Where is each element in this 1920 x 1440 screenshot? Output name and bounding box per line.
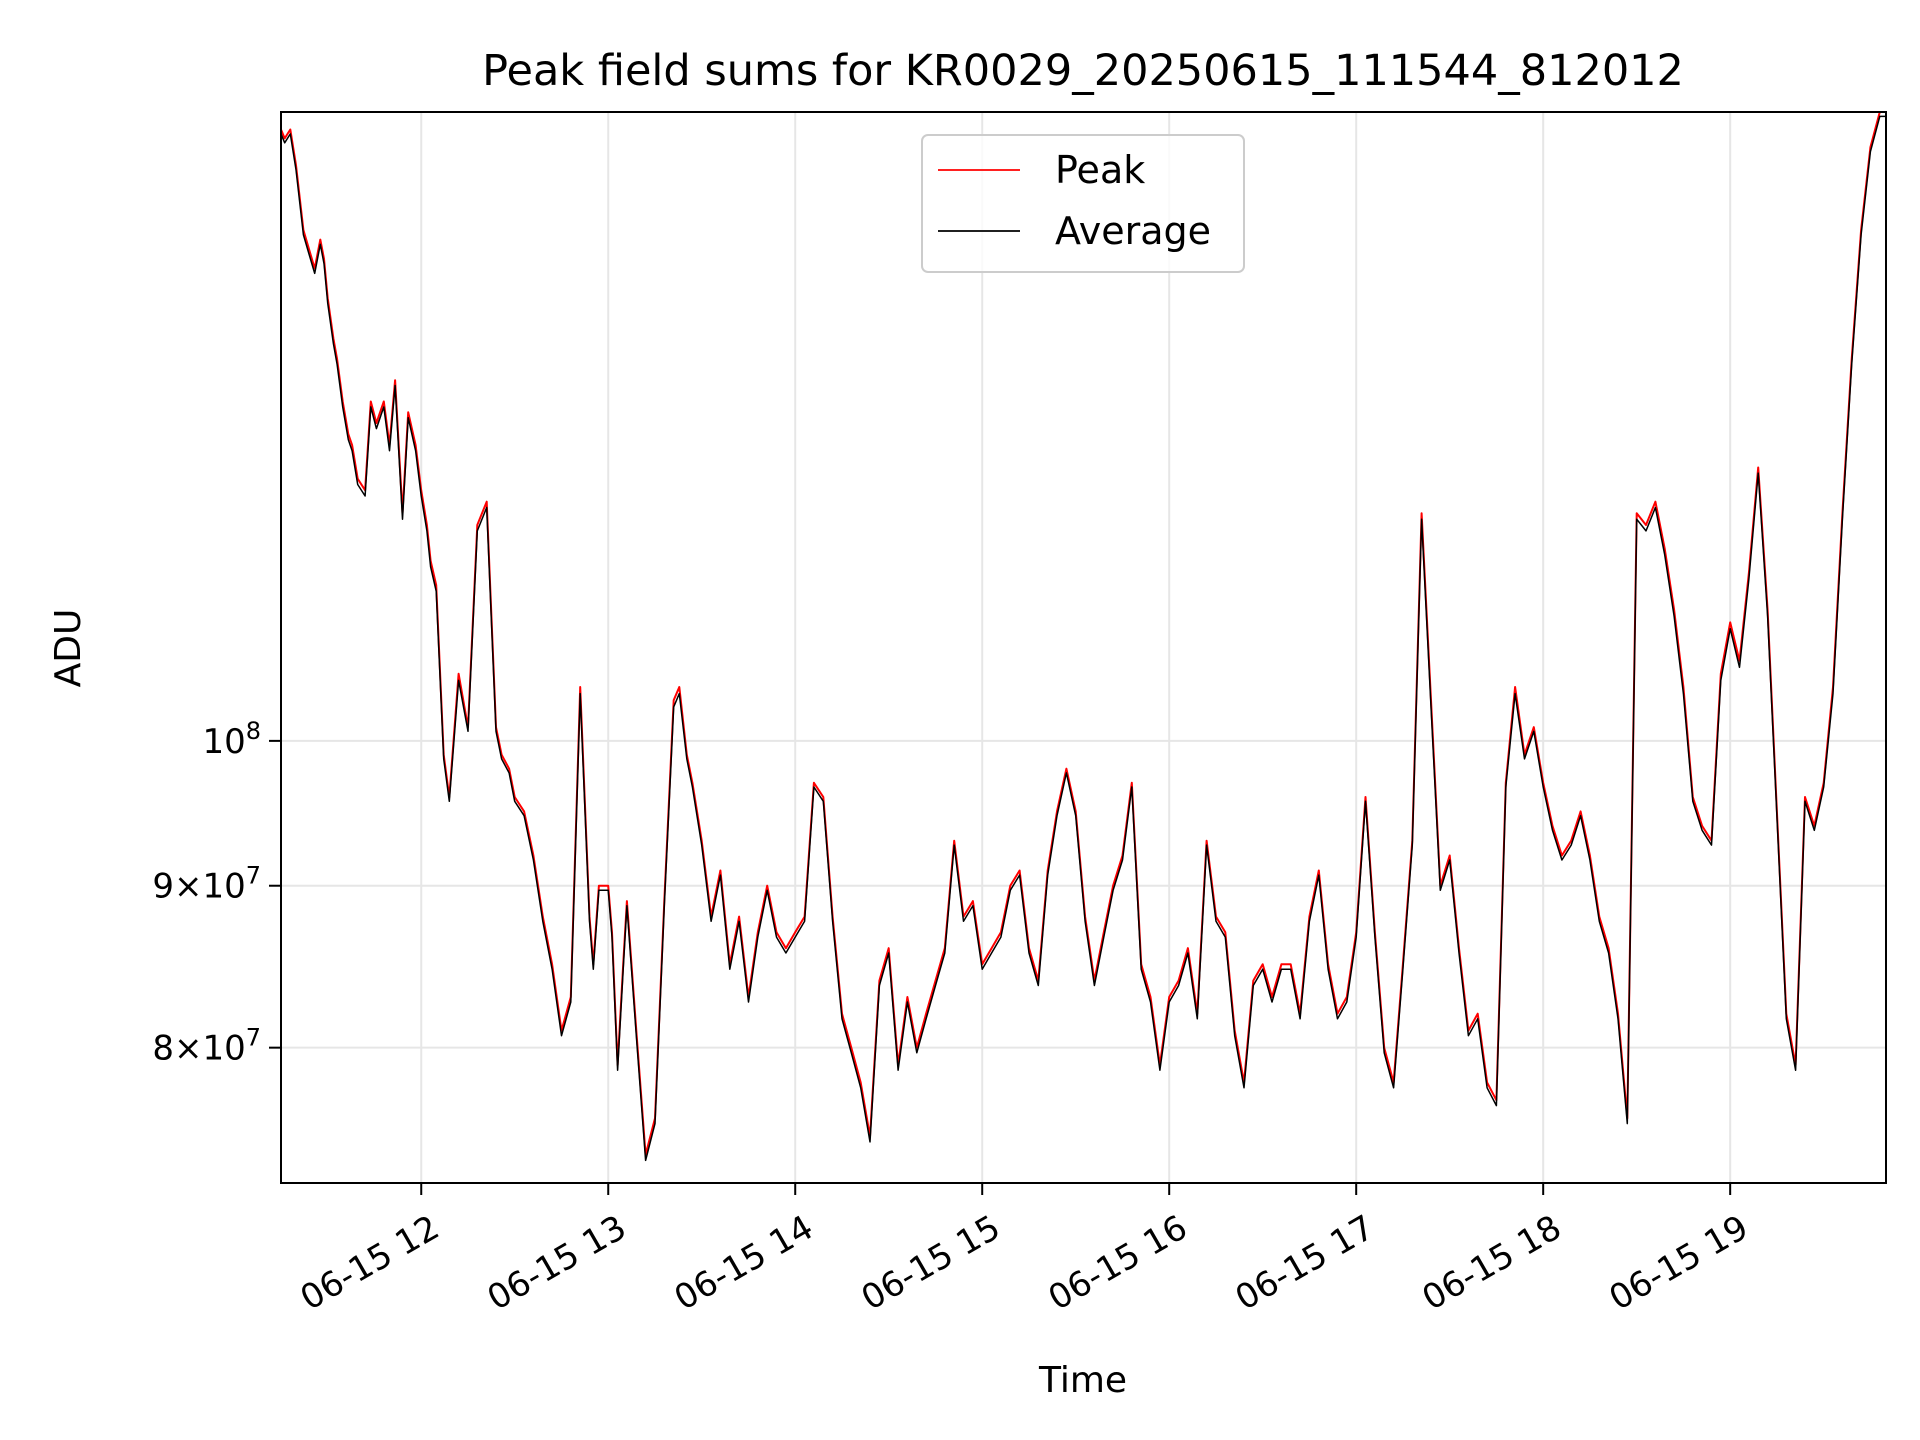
grid: [281, 112, 1886, 1183]
chart-title: Peak field sums for KR0029_20250615_1115…: [482, 46, 1684, 96]
legend-label-average: Average: [1055, 209, 1211, 253]
y-axis-ticks: 8×107 9×107 108: [152, 717, 281, 1069]
legend-label-peak: Peak: [1055, 148, 1145, 192]
series-line-average: [280, 115, 1886, 1162]
y-tick-label: 108: [202, 717, 261, 762]
x-axis-label: Time: [1038, 1360, 1127, 1401]
y-tick-label: 9×107: [152, 862, 261, 907]
series-layer: [280, 111, 1886, 1162]
legend: Peak Average: [921, 134, 1245, 273]
plot-frame: [280, 111, 1887, 1184]
y-axis-label: ADU: [48, 609, 89, 688]
y-tick-label: 8×107: [152, 1024, 261, 1069]
